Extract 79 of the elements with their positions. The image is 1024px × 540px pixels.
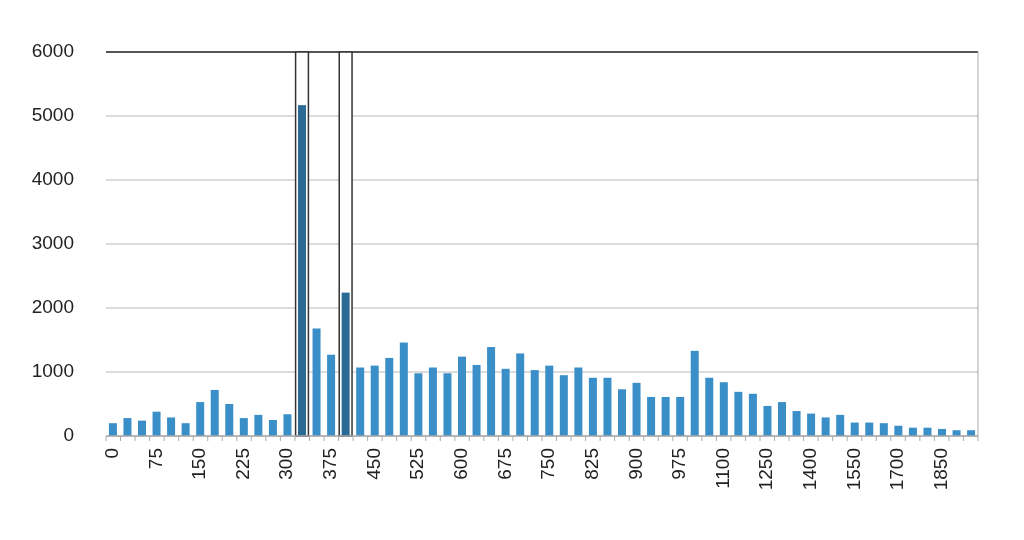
x-tick-label: 600	[450, 448, 472, 480]
bar	[501, 368, 510, 436]
bar	[370, 365, 379, 436]
x-tick-label: 1550	[842, 448, 864, 491]
bar	[487, 347, 496, 436]
x-tick-label: 300	[275, 448, 297, 480]
bar	[603, 377, 612, 436]
bar	[545, 365, 554, 436]
bar	[196, 402, 205, 436]
bar	[327, 354, 336, 436]
x-tick-label: 1400	[799, 448, 821, 491]
x-tick-label: 750	[537, 448, 559, 480]
bar	[167, 417, 176, 436]
bar	[836, 414, 845, 436]
bar	[588, 377, 597, 436]
bar	[792, 411, 801, 436]
bar	[152, 411, 161, 436]
bar	[734, 391, 743, 436]
bar	[298, 105, 306, 436]
x-tick-label: 1700	[886, 448, 908, 491]
bar	[778, 402, 786, 436]
x-tick-label: 525	[406, 448, 428, 480]
bar	[748, 393, 757, 436]
y-tick-label: 0	[63, 424, 74, 446]
x-tick-label: 1100	[711, 448, 733, 489]
x-tick-label: 75	[144, 448, 166, 470]
bar	[516, 353, 525, 436]
bar	[763, 405, 772, 436]
bar	[428, 367, 437, 436]
bar	[254, 414, 263, 436]
y-tick-label: 1000	[31, 360, 74, 382]
bar	[719, 382, 728, 436]
x-tick-label: 825	[580, 448, 602, 480]
bar	[210, 389, 219, 436]
y-tick-label: 4000	[31, 168, 74, 190]
bar	[458, 356, 466, 436]
bar	[283, 414, 292, 436]
x-tick-label: 900	[624, 448, 646, 480]
y-tick-label: 5000	[31, 104, 74, 126]
bar	[647, 396, 656, 436]
bar	[821, 417, 830, 436]
y-tick-label: 2000	[31, 296, 74, 318]
x-tick-label: 150	[188, 448, 210, 480]
x-tick-label: 1850	[930, 448, 952, 491]
x-tick-label: 0	[100, 448, 122, 459]
y-tick-label: 6000	[31, 40, 74, 62]
bar	[108, 423, 117, 436]
x-tick-label: 675	[493, 448, 515, 480]
bar	[268, 420, 277, 436]
bar	[239, 418, 248, 436]
bar	[661, 396, 670, 436]
x-tick-label: 1250	[755, 448, 777, 491]
bar	[676, 396, 685, 436]
bar	[356, 367, 365, 436]
bar	[385, 357, 394, 436]
bar	[530, 370, 539, 436]
bar	[123, 418, 132, 436]
bar	[399, 342, 408, 436]
bar	[574, 367, 583, 436]
bar	[138, 420, 146, 436]
bar	[705, 377, 714, 436]
bar	[181, 423, 190, 436]
bar	[443, 373, 452, 436]
bar	[618, 389, 626, 436]
x-tick-label: 450	[362, 448, 384, 480]
bar	[559, 375, 568, 436]
bar	[414, 373, 423, 436]
bar	[632, 382, 641, 436]
x-tick-label: 225	[231, 448, 253, 480]
x-tick-label: 375	[319, 448, 341, 480]
y-tick-label: 3000	[31, 232, 74, 254]
bar	[312, 328, 321, 436]
bar	[879, 423, 888, 436]
bar	[341, 292, 350, 436]
x-tick-label: 975	[668, 448, 690, 480]
bar	[225, 404, 234, 436]
bar	[472, 364, 481, 436]
bar	[690, 350, 699, 436]
bar	[807, 413, 816, 436]
